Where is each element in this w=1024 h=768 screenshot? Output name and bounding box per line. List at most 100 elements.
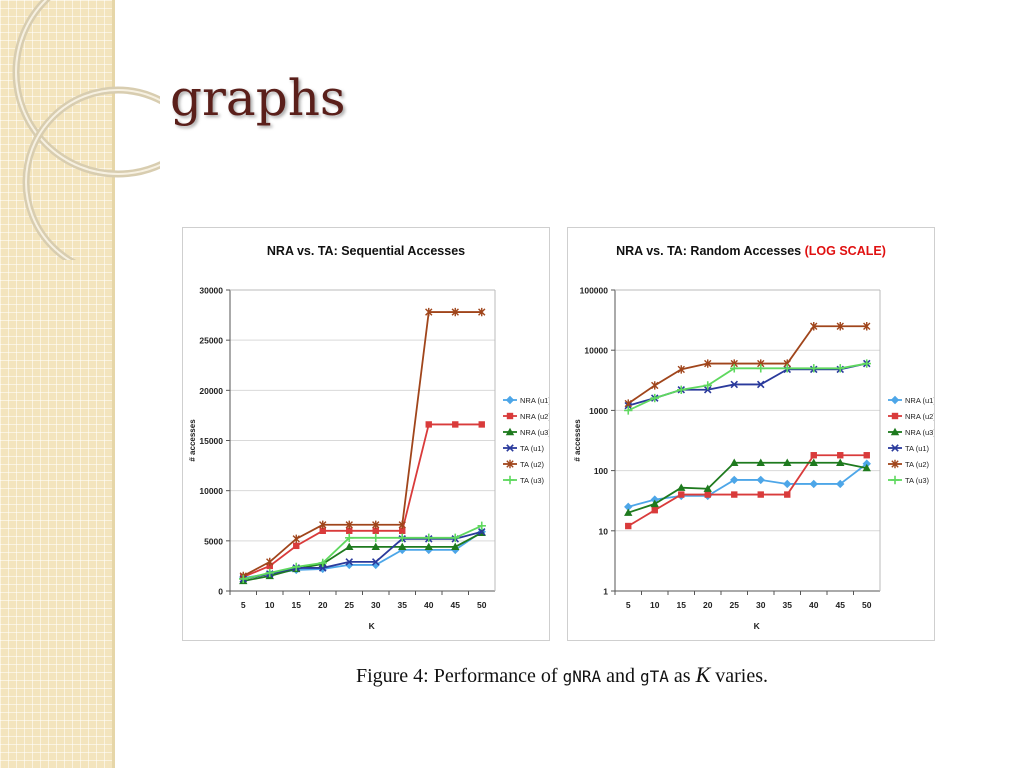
seq-x-tick-label: 50 [477, 600, 487, 610]
seq-x-tick-label: 40 [424, 600, 434, 610]
seq-x-tick-label: 35 [398, 600, 408, 610]
rand-y-tick-label: 10000 [584, 346, 608, 356]
rand-data-point [731, 491, 738, 498]
seq-x-tick-label: 10 [265, 600, 275, 610]
rand-x-tick-label: 10 [650, 600, 660, 610]
rand-data-point [863, 452, 870, 459]
seq-data-point [477, 521, 486, 530]
seq-data-point [425, 307, 433, 317]
rand-x-tick-label: 40 [809, 600, 819, 610]
seq-legend-item: NRA (u1) [503, 395, 549, 405]
seq-legend-item: NRA (u3) [503, 427, 549, 437]
seq-data-point [372, 520, 380, 529]
rand-series-line [628, 362, 867, 407]
rand-data-point [863, 322, 871, 331]
rand-x-tick-label: 15 [677, 600, 687, 610]
seq-data-point [371, 558, 380, 566]
seq-legend-item: TA (u1) [503, 444, 545, 453]
rand-series-line [627, 362, 867, 412]
seq-data-point [345, 533, 354, 543]
rand-series-line [627, 325, 867, 405]
seq-data-point [424, 533, 433, 543]
rand-data-point [836, 458, 845, 466]
rand-data-point [677, 365, 685, 374]
rand-data-point [650, 499, 659, 508]
rand-legend-swatch-marker [891, 412, 899, 420]
rand-x-axis-label: K [754, 621, 761, 631]
seq-title-main: NRA vs. TA: Sequential Accesses [267, 244, 465, 258]
seq-data-point [345, 542, 354, 551]
seq-data-point [451, 533, 460, 543]
rand-title-log-scale: (LOG SCALE) [805, 244, 886, 258]
seq-data-point [451, 307, 459, 317]
rand-data-point [783, 364, 792, 373]
seq-data-point [371, 560, 380, 570]
seq-title: NRA vs. TA: Sequential Accesses [267, 244, 465, 258]
decorative-rings [12, 0, 160, 260]
caption-prefix: Figure 4: Performance of [355, 665, 563, 687]
seq-y-tick-label: 10000 [199, 486, 223, 496]
rand-data-point [756, 475, 765, 485]
rand-legend-item: TA (u1) [888, 444, 930, 453]
rand-data-point [624, 502, 633, 512]
seq-legend-label: NRA (u2) [520, 412, 549, 421]
rand-data-point [703, 386, 712, 394]
seq-x-tick-label: 20 [318, 600, 328, 610]
rand-data-point [730, 458, 739, 466]
seq-y-tick-label: 15000 [199, 436, 223, 446]
rand-y-tick-label: 100 [594, 466, 608, 476]
rand-legend-item: TA (u3) [888, 475, 930, 485]
seq-legend-label: NRA (u3) [520, 428, 549, 437]
rand-data-point [809, 364, 818, 373]
rand-y-tick-label: 1000 [589, 406, 608, 416]
seq-data-point [292, 534, 300, 544]
rand-data-point [651, 506, 658, 514]
seq-legend-swatch-marker [506, 444, 514, 452]
rand-legend-swatch-marker [890, 475, 900, 485]
seq-x-tick-label: 45 [451, 600, 461, 610]
figure-caption: Figure 4: Performance of gNRA and gTA as… [0, 662, 1024, 688]
rand-title-main: NRA vs. TA: Random Accesses [616, 244, 801, 258]
rand-legend-label: TA (u1) [905, 444, 930, 453]
caption-algo-gnra: gNRA [562, 667, 602, 686]
rand-data-point [809, 458, 818, 466]
seq-data-point [425, 421, 432, 428]
rand-title: NRA vs. TA: Random Accesses (LOG SCALE) [616, 244, 886, 258]
rand-legend-item: NRA (u3) [888, 427, 934, 437]
seq-series-5 [239, 521, 486, 584]
rand-legend-item: NRA (u2) [888, 412, 934, 421]
seq-data-point [345, 558, 354, 566]
seq-y-tick-label: 0 [218, 587, 223, 597]
random-accesses-chart: NRA vs. TA: Random Accesses (LOG SCALE) 1… [567, 227, 935, 641]
seq-series-line [243, 524, 483, 580]
seq-series-line [243, 532, 483, 582]
seq-x-tick-label: 5 [241, 600, 246, 610]
seq-data-point [371, 542, 380, 551]
seq-data-point [239, 574, 248, 584]
seq-y-tick-label: 5000 [204, 536, 223, 546]
rand-legend-label: TA (u2) [905, 460, 930, 469]
seq-data-point [371, 533, 380, 543]
caption-algo-gta: gTA [640, 667, 669, 686]
rand-data-point [678, 491, 685, 498]
seq-data-point [265, 568, 274, 578]
rand-data-point [810, 452, 817, 459]
seq-x-tick-label: 15 [292, 600, 302, 610]
seq-y-tick-label: 30000 [199, 286, 223, 296]
rand-data-point [837, 452, 844, 459]
rand-data-point [651, 381, 659, 390]
rand-data-point [730, 475, 739, 485]
caption-as: as [668, 665, 696, 687]
rand-data-point [783, 458, 792, 466]
rand-y-axis-label: # accesses [573, 419, 582, 462]
seq-y-tick-label: 25000 [199, 336, 223, 346]
rand-data-point [704, 491, 711, 498]
seq-data-point [346, 527, 353, 534]
seq-legend-label: NRA (u1) [520, 396, 549, 405]
seq-data-point [319, 527, 326, 534]
seq-data-point [293, 542, 300, 550]
rand-data-point [862, 463, 871, 472]
rand-series-1 [625, 452, 870, 530]
rand-data-point [836, 364, 845, 373]
seq-legend-label: TA (u3) [520, 476, 545, 485]
